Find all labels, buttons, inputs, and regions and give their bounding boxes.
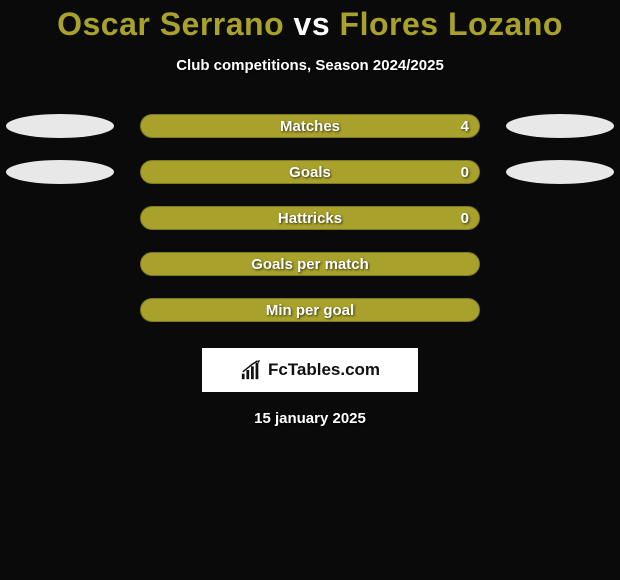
stat-row: Hattricks 0	[0, 206, 620, 230]
left-ellipse-icon	[6, 114, 114, 138]
stat-bar: Matches 4	[140, 114, 480, 138]
stat-label: Goals	[289, 164, 331, 181]
stat-label: Goals per match	[251, 256, 369, 273]
stat-value: 0	[461, 164, 469, 181]
logo-box: FcTables.com	[202, 348, 418, 392]
comparison-infographic: Oscar Serrano vs Flores Lozano Club comp…	[0, 0, 620, 427]
stat-label: Min per goal	[266, 302, 354, 319]
stat-value: 0	[461, 210, 469, 227]
player2-name: Flores Lozano	[340, 6, 563, 42]
stat-row: Goals 0	[0, 160, 620, 184]
right-ellipse-icon	[506, 114, 614, 138]
stat-bar: Min per goal	[140, 298, 480, 322]
stat-bar: Goals per match	[140, 252, 480, 276]
page-title: Oscar Serrano vs Flores Lozano	[0, 6, 620, 43]
stat-row: Goals per match	[0, 252, 620, 276]
logo-text: FcTables.com	[268, 360, 380, 380]
vs-text: vs	[284, 6, 339, 42]
stat-value: 4	[461, 118, 469, 135]
stat-row: Matches 4	[0, 114, 620, 138]
fctables-logo-icon	[240, 359, 262, 381]
stat-bar: Goals 0	[140, 160, 480, 184]
stat-row: Min per goal	[0, 298, 620, 322]
left-ellipse-icon	[6, 160, 114, 184]
player1-name: Oscar Serrano	[57, 6, 284, 42]
stat-rows: Matches 4 Goals 0 Hattricks 0 Goals per match M…	[0, 114, 620, 322]
date-text: 15 january 2025	[0, 410, 620, 427]
stat-label: Hattricks	[278, 210, 342, 227]
subtitle: Club competitions, Season 2024/2025	[0, 57, 620, 74]
right-ellipse-icon	[506, 160, 614, 184]
stat-label: Matches	[280, 118, 340, 135]
stat-bar: Hattricks 0	[140, 206, 480, 230]
